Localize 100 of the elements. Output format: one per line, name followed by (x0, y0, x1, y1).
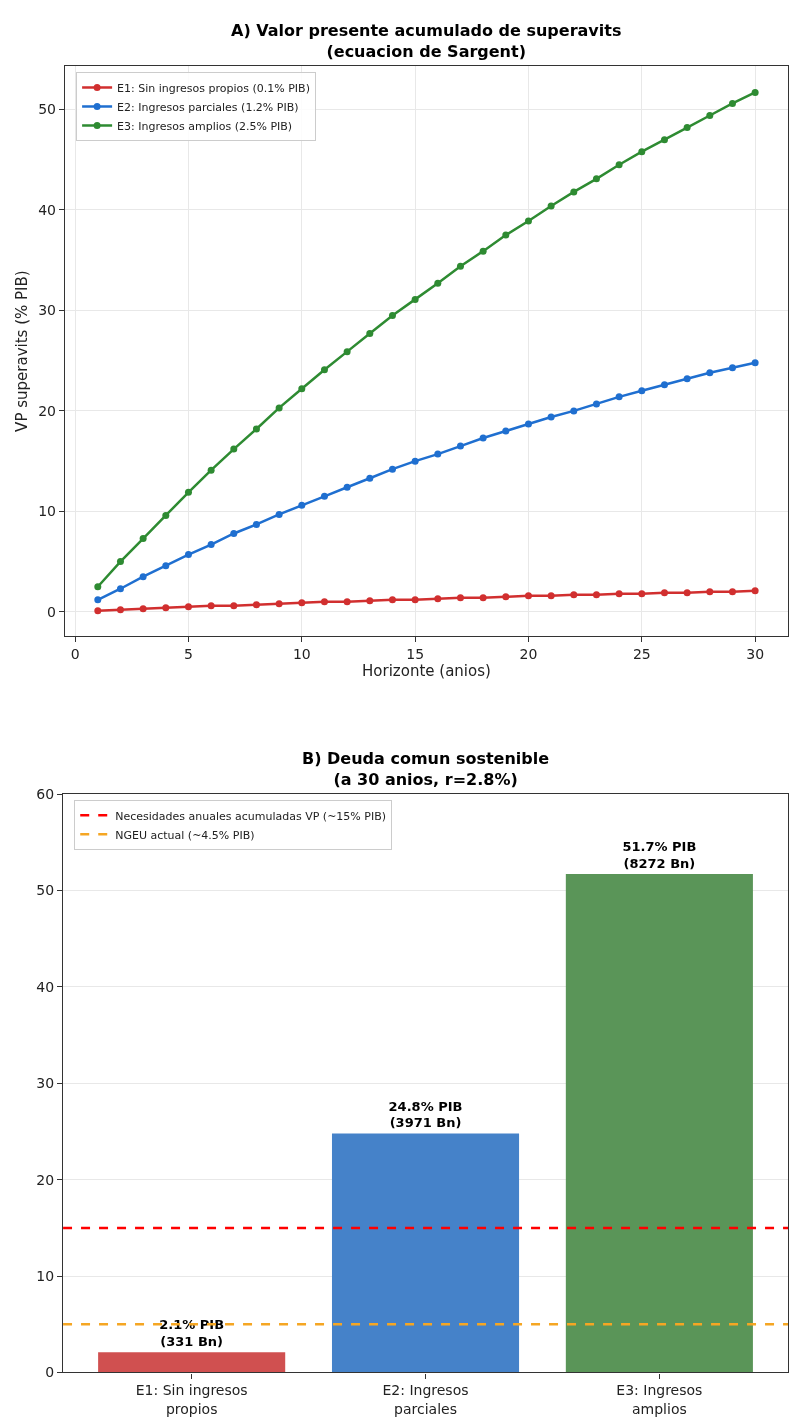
point (343, 483, 351, 491)
point (252, 425, 260, 433)
point (320, 366, 328, 374)
point (592, 591, 600, 599)
x-tick-label: 25 (632, 645, 651, 662)
point (434, 279, 442, 287)
point (139, 535, 147, 543)
point (502, 231, 510, 239)
point (184, 488, 192, 496)
y-tick-label: 10 (38, 503, 57, 520)
point (524, 420, 532, 428)
x-tick-label: 15 (406, 645, 425, 662)
point (547, 592, 555, 600)
point (230, 445, 238, 453)
x-tick-label: E2: Ingresos parciales (382, 1382, 469, 1417)
point (320, 598, 328, 606)
point (411, 457, 419, 465)
point (502, 427, 510, 435)
point (728, 588, 736, 596)
point (162, 511, 170, 519)
point (343, 598, 351, 606)
point (660, 136, 668, 144)
point (592, 175, 600, 183)
x-tick-label: E1: Sin ingresos propios (135, 1382, 248, 1417)
point (207, 466, 215, 474)
point (456, 594, 464, 602)
point (751, 587, 759, 595)
y-tick-label: 0 (45, 1364, 55, 1381)
y-tick-label: 50 (36, 882, 55, 899)
bar (98, 1352, 286, 1373)
point (502, 593, 510, 601)
point (162, 604, 170, 612)
bar (565, 874, 753, 1373)
point (298, 599, 306, 607)
legend-label: Necesidades anuales acumuladas VP (~15% PIB) (115, 809, 387, 823)
point (570, 591, 578, 599)
point (230, 602, 238, 610)
point (116, 585, 124, 593)
bar (331, 1133, 520, 1373)
point (388, 465, 396, 473)
point (706, 588, 714, 596)
point (479, 434, 487, 442)
y-tick-label: 20 (36, 1171, 55, 1188)
data-label: 51.7% PIB (8272 Bn) (622, 839, 697, 872)
chart-title: A) Valor presente acumulado de superavits (ecuacion de Sargent) (231, 21, 622, 61)
x-tick-label: 30 (746, 645, 765, 662)
point (524, 217, 532, 225)
point (706, 112, 714, 120)
legend-label: E2: Ingresos parciales (1.2% PIB) (117, 100, 299, 114)
point (660, 589, 668, 597)
point (366, 474, 374, 482)
point (479, 247, 487, 255)
legend-label: E1: Sin ingresos propios (0.1% PIB) (117, 81, 310, 95)
data-label: 24.8% PIB (3971 Bn) (388, 1098, 463, 1131)
point (207, 602, 215, 610)
point (456, 262, 464, 270)
point (320, 492, 328, 500)
point (252, 601, 260, 609)
point (683, 589, 691, 597)
y-tick-label: 50 (38, 101, 57, 118)
point (94, 607, 102, 615)
y-tick-label: 10 (36, 1268, 55, 1284)
point (116, 558, 124, 566)
point (94, 596, 102, 604)
point (207, 541, 215, 549)
point (728, 99, 736, 107)
point (388, 311, 396, 319)
point (411, 596, 419, 604)
point (547, 202, 555, 210)
point (366, 330, 374, 338)
point (139, 573, 147, 581)
y-tick-label: 0 (47, 603, 57, 620)
point (343, 348, 351, 356)
point (683, 375, 691, 383)
point (615, 161, 623, 169)
point (411, 295, 419, 303)
point (638, 590, 646, 598)
point (139, 605, 147, 613)
point (162, 562, 170, 570)
point (638, 387, 646, 395)
point (252, 520, 260, 528)
legend-label: E3: Ingresos amplios (2.5% PIB) (117, 119, 293, 133)
point (298, 501, 306, 509)
x-tick-label: 0 (70, 645, 80, 662)
point (479, 594, 487, 602)
point (615, 590, 623, 598)
point (230, 529, 238, 537)
point (275, 510, 283, 518)
point (751, 88, 759, 96)
y-tick-label: 30 (36, 1075, 55, 1092)
y-tick-label: 20 (38, 402, 57, 419)
legend-label: NGEU actual (~4.5% PIB) (115, 828, 255, 842)
y-tick-label: 30 (38, 302, 57, 319)
point (751, 359, 759, 367)
x-tick-label: 20 (519, 645, 538, 662)
point (116, 606, 124, 614)
point (592, 400, 600, 408)
x-tick-label: 10 (292, 645, 311, 662)
x-tick-label: E3: Ingresos amplios (616, 1382, 703, 1417)
point (184, 551, 192, 559)
